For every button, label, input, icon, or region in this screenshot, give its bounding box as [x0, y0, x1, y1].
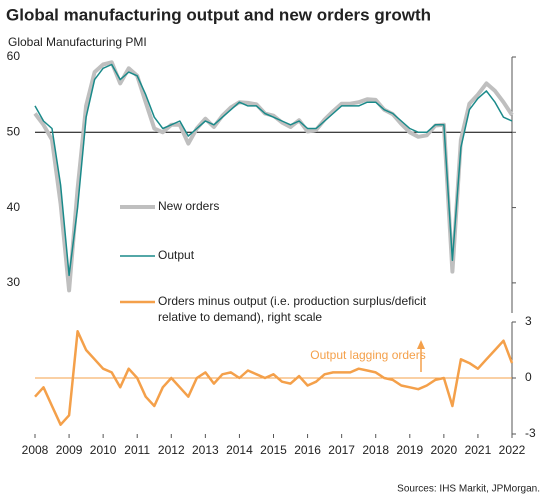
- x-tick-label: 2021: [465, 443, 492, 457]
- y-tick-label: 50: [7, 124, 21, 138]
- annotation: Output lagging orders: [310, 348, 425, 362]
- x-tick-label: 2008: [22, 443, 49, 457]
- x-tick-label: 2022: [499, 443, 526, 457]
- x-tick-label: 2020: [431, 443, 458, 457]
- x-tick-label: 2014: [226, 443, 253, 457]
- legend-box: Orders minus output (i.e. production sur…: [158, 294, 427, 324]
- legend-label: Orders minus output (i.e. production sur…: [158, 294, 427, 324]
- x-tick-label: 2016: [294, 443, 321, 457]
- annotation-arrowhead: [417, 340, 425, 349]
- x-tick-label: 2009: [56, 443, 83, 457]
- legend-label: Output: [158, 248, 195, 262]
- y-tick-label: 0: [525, 370, 532, 384]
- y-tick-label: 3: [525, 314, 532, 328]
- x-tick-label: 2017: [328, 443, 355, 457]
- series-line: [34, 63, 513, 277]
- x-tick-label: 2015: [260, 443, 287, 457]
- x-tick-label: 2010: [90, 443, 117, 457]
- x-tick-label: 2011: [124, 443, 150, 457]
- x-tick-label: 2013: [192, 443, 219, 457]
- y-tick-label: -3: [525, 426, 536, 440]
- chart-title: Global manufacturing output and new orde…: [6, 5, 431, 24]
- y-axis-label: Global Manufacturing PMI: [8, 35, 147, 49]
- y-tick-label: 60: [7, 49, 21, 63]
- source: Sources: IHS Markit, JPMorgan.: [397, 484, 540, 495]
- y-tick-label: 40: [7, 200, 21, 214]
- x-tick-label: 2019: [396, 443, 423, 457]
- x-tick-label: 2012: [158, 443, 185, 457]
- series-line: [34, 330, 514, 426]
- series-line: [33, 60, 514, 293]
- y-tick-label: 30: [7, 275, 21, 289]
- x-tick-label: 2018: [362, 443, 389, 457]
- legend-label: New orders: [158, 199, 219, 213]
